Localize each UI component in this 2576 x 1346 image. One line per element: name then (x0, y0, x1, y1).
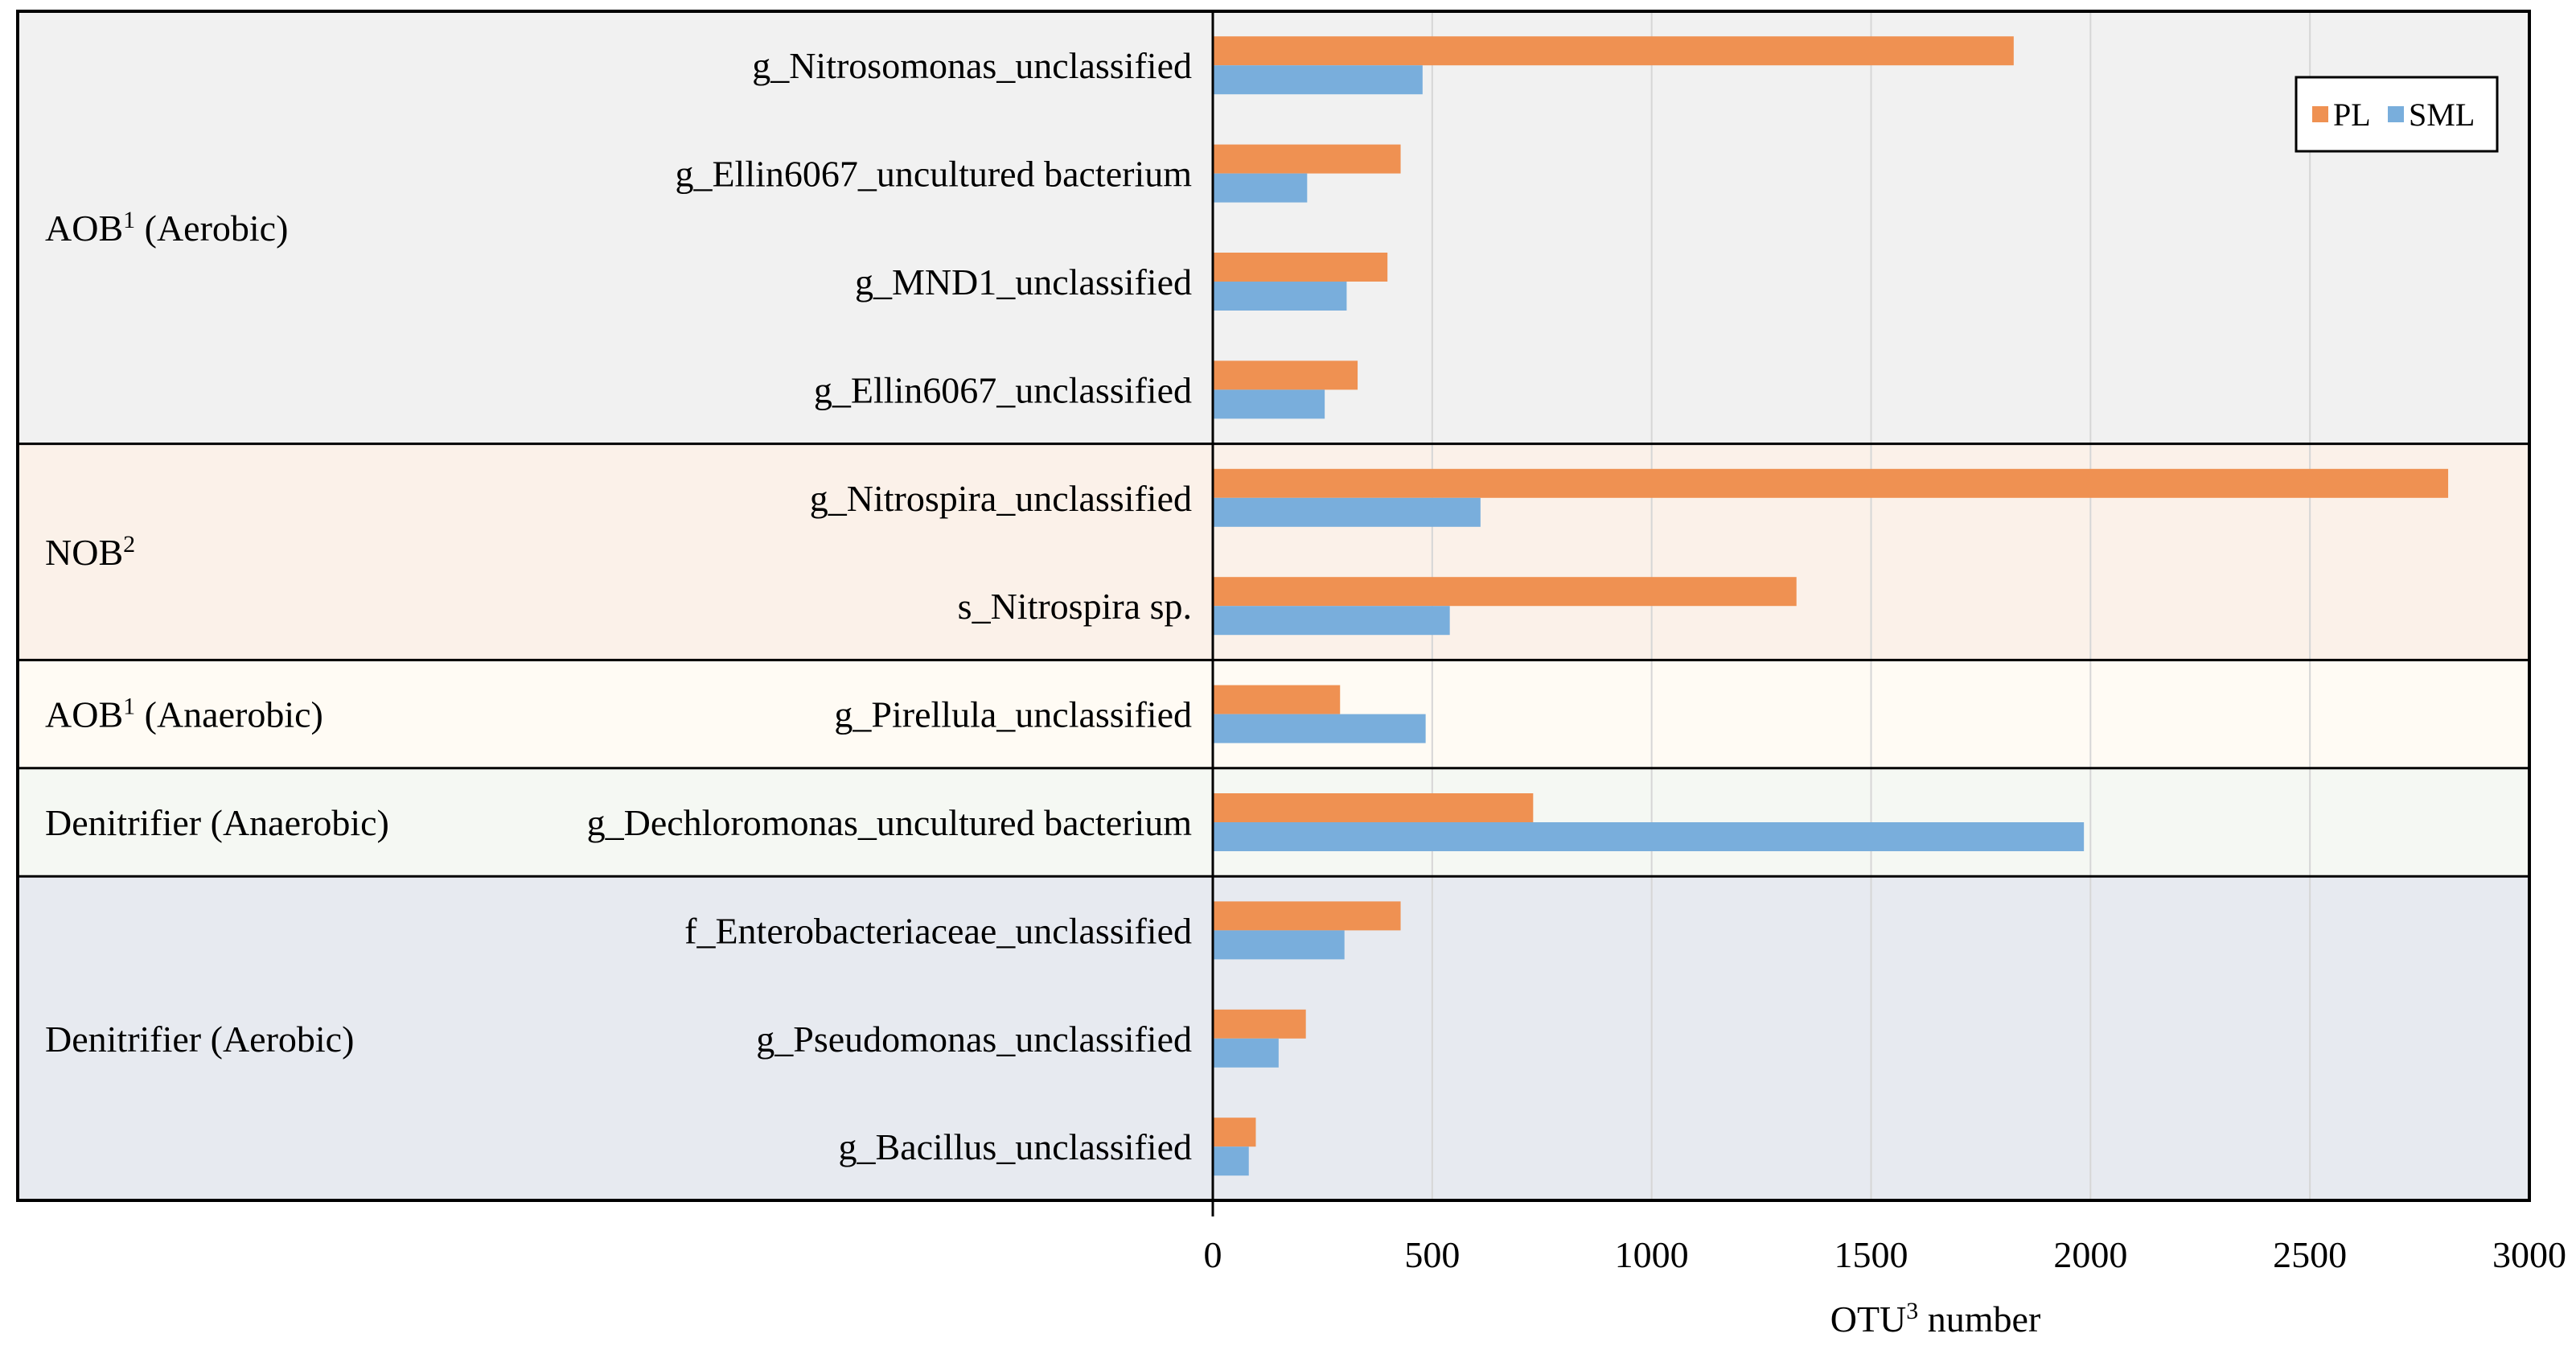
legend: PL SML (2295, 76, 2499, 153)
bar-sml (1213, 1038, 1279, 1068)
bar-pl (1213, 1009, 1306, 1039)
bar-pl (1213, 144, 1401, 174)
bar-pl (1213, 36, 2014, 66)
x-tick-label: 500 (1404, 1234, 1460, 1275)
x-axis-label: OTU3 number (1830, 1298, 2041, 1340)
category-label: g_MND1_unclassified (855, 261, 1192, 303)
legend-label: SML (2409, 97, 2475, 133)
category-label: g_Pirellula_unclassified (834, 694, 1192, 735)
bar-sml (1213, 714, 1426, 743)
group-label: NOB2 (45, 531, 135, 573)
x-tick-label: 2500 (2273, 1234, 2347, 1275)
bar-pl (1213, 685, 1341, 714)
bar-sml (1213, 822, 2085, 851)
group-label: Denitrifier (Aerobic) (45, 1019, 354, 1060)
group-label: Denitrifier (Anaerobic) (45, 802, 389, 843)
category-label: g_Nitrospira_unclassified (810, 478, 1192, 519)
legend-swatch (2312, 106, 2328, 122)
bar-sml (1213, 65, 1423, 95)
x-tick-label: 1500 (1834, 1234, 1908, 1275)
group-label: AOB1 (Anaerobic) (45, 694, 323, 735)
group-label: AOB1 (Aerobic) (45, 207, 288, 249)
chart-frame (16, 10, 2531, 1202)
category-label: f_Enterobacteriaceae_unclassified (684, 910, 1192, 951)
category-label: s_Nitrospira sp. (958, 586, 1192, 627)
bars (1213, 36, 2449, 1176)
group-separators (16, 10, 2531, 1216)
bar-pl (1213, 468, 2449, 498)
bar-sml (1213, 497, 1481, 527)
labels: g_Nitrosomonas_unclassified g_Ellin6067_u… (45, 45, 1192, 1167)
bar-pl (1213, 577, 1797, 607)
bar-sml (1213, 606, 1450, 636)
bar-pl (1213, 901, 1401, 931)
bar-sml (1213, 282, 1347, 311)
bar-sml (1213, 173, 1308, 203)
legend-label: PL (2333, 97, 2371, 133)
legend-swatch (2388, 106, 2404, 122)
bar-sml (1213, 389, 1325, 419)
bar-pl (1213, 1118, 1256, 1147)
bar-pl (1213, 793, 1534, 822)
x-tick-label: 0 (1204, 1234, 1222, 1275)
x-axis: 0 500 1000 1500 2000 2500 3000 OTU3 number (1204, 1234, 2567, 1340)
category-label: g_Nitrosomonas_unclassified (752, 45, 1192, 86)
bar-sml (1213, 1146, 1249, 1176)
bar-sml (1213, 930, 1345, 960)
category-label: g_Bacillus_unclassified (839, 1126, 1192, 1167)
x-tick-label: 3000 (2492, 1234, 2566, 1275)
bar-pl (1213, 360, 1358, 390)
category-label: g_Ellin6067_uncultured bacterium (675, 154, 1192, 195)
bar-pl (1213, 253, 1388, 282)
x-tick-label: 1000 (1615, 1234, 1689, 1275)
category-label: g_Ellin6067_unclassified (814, 369, 1192, 410)
x-tick-label: 2000 (2053, 1234, 2127, 1275)
category-label: g_Dechloromonas_uncultured bacterium (587, 802, 1193, 843)
category-label: g_Pseudomonas_unclassified (756, 1019, 1192, 1060)
